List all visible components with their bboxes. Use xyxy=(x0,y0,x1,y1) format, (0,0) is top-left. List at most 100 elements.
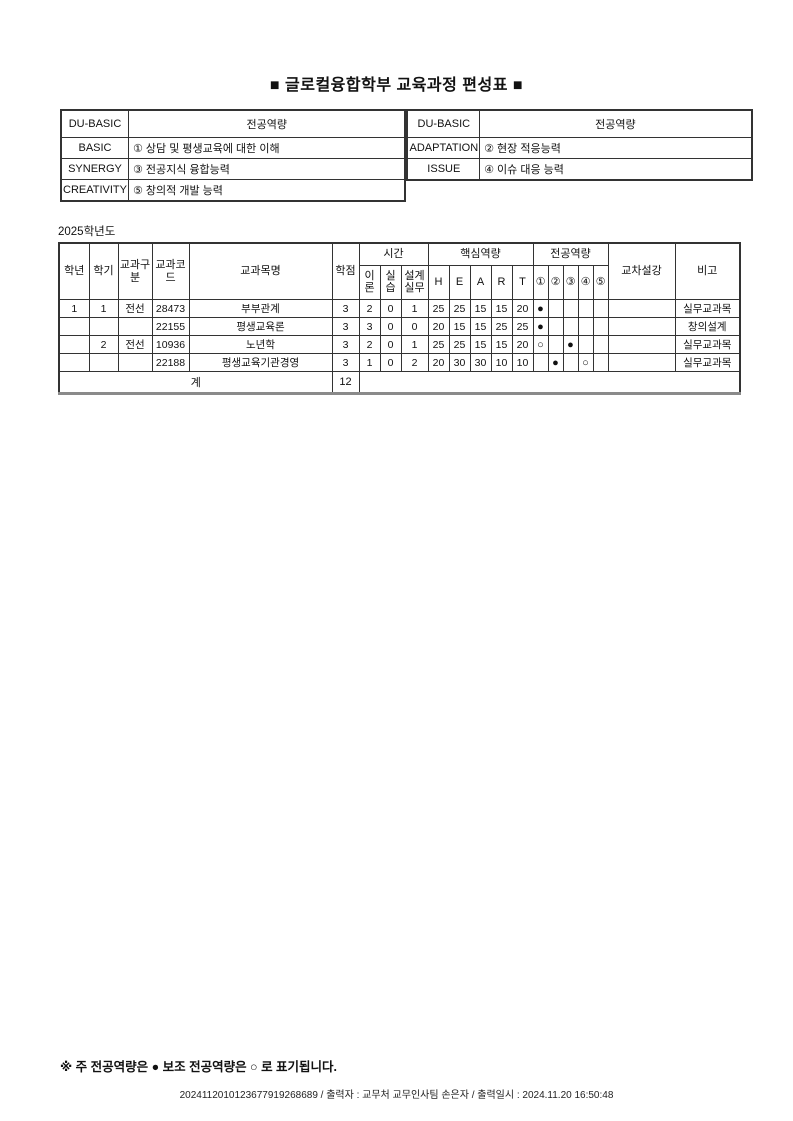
cell-practice: 0 xyxy=(379,353,402,372)
du-basic-header: DU-BASIC xyxy=(60,109,129,138)
cell-year xyxy=(58,335,90,354)
cell-credits: 3 xyxy=(331,317,360,336)
cell-practice: 0 xyxy=(379,335,402,354)
cell-H: 20 xyxy=(427,317,450,336)
cell-theory: 3 xyxy=(358,317,381,336)
cell-practice: 0 xyxy=(379,299,402,318)
col-group-core: 핵심역량 xyxy=(427,242,534,266)
cell-A: 15 xyxy=(469,299,492,318)
competency-row: ADAPTATION ② 현장 적응능력 xyxy=(406,137,753,159)
cell-major-2: ● xyxy=(547,353,564,372)
cell-credits: 3 xyxy=(331,335,360,354)
curriculum-header-row-1: 학년 학기 교과구분 교과코드 교과목명 학점 시간 핵심역량 전공역량 교차설… xyxy=(58,242,741,300)
competency-table-left: DU-BASIC 전공역량 BASIC ① 상담 및 평생교육에 대한 이해 SYN… xyxy=(60,109,407,202)
cell-cross xyxy=(607,299,676,318)
cell-major-3 xyxy=(562,317,579,336)
cell-major-2 xyxy=(547,335,564,354)
col-major-3: ③ xyxy=(562,265,579,300)
academic-year-label: 2025학년도 xyxy=(58,226,116,238)
cell-T: 10 xyxy=(511,353,534,372)
cell-note: 실무교과목 xyxy=(674,299,741,318)
cell-name: 노년학 xyxy=(188,335,333,354)
col-core-e: E xyxy=(448,265,471,300)
cell-category xyxy=(117,317,153,336)
competency-code: CREATIVITY xyxy=(60,179,129,202)
total-row: 계 12 xyxy=(58,371,741,394)
cell-major-3 xyxy=(562,353,579,372)
cell-E: 30 xyxy=(448,353,471,372)
cell-T: 20 xyxy=(511,335,534,354)
cell-major-4 xyxy=(577,335,594,354)
cell-note: 실무교과목 xyxy=(674,335,741,354)
col-core-r: R xyxy=(490,265,513,300)
cell-credits: 3 xyxy=(331,299,360,318)
cell-major-5 xyxy=(592,317,609,336)
course-row: 22155 평생교육론 3 3 0 0 20 15 15 25 25 ● 창의설계 xyxy=(58,317,741,336)
page-title: ■ 글로컬융합학부 교육과정 편성표 ■ xyxy=(269,77,524,94)
cell-theory: 2 xyxy=(358,335,381,354)
col-group-time: 시간 xyxy=(358,242,429,266)
competency-row: ISSUE ④ 이슈 대응 능력 xyxy=(406,158,753,181)
cell-year xyxy=(58,353,90,372)
cell-semester xyxy=(88,353,119,372)
col-theory: 이론 xyxy=(358,265,381,300)
cell-T: 20 xyxy=(511,299,534,318)
cell-code: 10936 xyxy=(151,335,190,354)
competency-header-row: DU-BASIC 전공역량 xyxy=(60,109,406,138)
cell-category: 전선 xyxy=(117,299,153,318)
cell-name: 평생교육론 xyxy=(188,317,333,336)
cell-major-3: ● xyxy=(562,335,579,354)
cell-year: 1 xyxy=(58,299,90,318)
competency-row: BASIC ① 상담 및 평생교육에 대한 이해 xyxy=(60,137,406,159)
cell-semester: 1 xyxy=(88,299,119,318)
cell-design: 0 xyxy=(400,317,429,336)
col-year: 학년 xyxy=(58,242,90,300)
competency-code: ISSUE xyxy=(406,158,481,181)
cell-year xyxy=(58,317,90,336)
major-competency-header: 전공역량 xyxy=(479,109,753,138)
cell-major-4 xyxy=(577,299,594,318)
cell-name: 부부관계 xyxy=(188,299,333,318)
cell-major-1: ● xyxy=(532,317,549,336)
cell-major-5 xyxy=(592,353,609,372)
cell-note: 실무교과목 xyxy=(674,353,741,372)
course-row: 1 1 전선 28473 부부관계 3 2 0 1 25 25 15 15 20 ● 실무교과목 xyxy=(58,299,741,318)
cell-E: 15 xyxy=(448,317,471,336)
cell-R: 10 xyxy=(490,353,513,372)
cell-theory: 2 xyxy=(358,299,381,318)
cell-major-2 xyxy=(547,299,564,318)
cell-semester xyxy=(88,317,119,336)
cell-R: 15 xyxy=(490,299,513,318)
competency-code: SYNERGY xyxy=(60,158,129,180)
col-semester: 학기 xyxy=(88,242,119,300)
cell-A: 15 xyxy=(469,317,492,336)
cell-design: 1 xyxy=(400,335,429,354)
du-basic-header: DU-BASIC xyxy=(406,109,481,138)
cell-major-4 xyxy=(577,317,594,336)
col-core-a: A xyxy=(469,265,492,300)
cell-major-5 xyxy=(592,299,609,318)
cell-major-1: ○ xyxy=(532,335,549,354)
competency-table-right: DU-BASIC 전공역량 ADAPTATION ② 현장 적응능력 ISSUE ④ … xyxy=(406,109,753,181)
col-design: 설계실무 xyxy=(400,265,429,300)
total-empty-cell xyxy=(358,371,741,394)
cell-major-1 xyxy=(532,353,549,372)
total-label: 계 xyxy=(58,371,333,394)
cell-H: 20 xyxy=(427,353,450,372)
col-major-4: ④ xyxy=(577,265,594,300)
cell-R: 15 xyxy=(490,335,513,354)
major-competency-header: 전공역량 xyxy=(127,109,406,138)
competency-description: ③ 전공지식 융합능력 xyxy=(127,158,406,180)
cell-category: 전선 xyxy=(117,335,153,354)
cell-design: 2 xyxy=(400,353,429,372)
cell-A: 30 xyxy=(469,353,492,372)
competency-header-row: DU-BASIC 전공역량 xyxy=(406,109,753,138)
cell-credits: 3 xyxy=(331,353,360,372)
cell-H: 25 xyxy=(427,335,450,354)
print-info: 2024112010123677919268689 / 출력자 : 교무처 교무… xyxy=(179,1090,614,1101)
cell-code: 28473 xyxy=(151,299,190,318)
legend-footnote: ※ 주 전공역량은 ● 보조 전공역량은 ○ 로 표기됩니다. xyxy=(60,1060,338,1074)
col-practice: 실습 xyxy=(379,265,402,300)
competency-code: BASIC xyxy=(60,137,129,159)
